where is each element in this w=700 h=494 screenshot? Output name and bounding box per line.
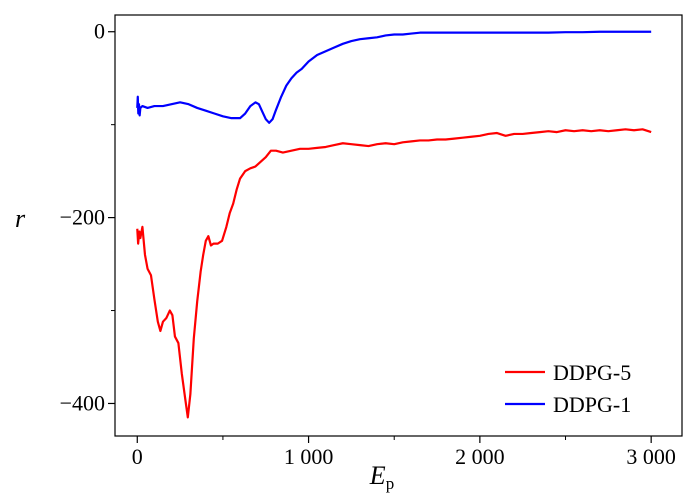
x-axis-label: Ep — [369, 461, 394, 493]
y-tick-label: 0 — [94, 19, 105, 44]
legend-label: DDPG-1 — [553, 392, 631, 417]
x-axis-label-subscript: p — [386, 474, 395, 493]
y-tick-label: −200 — [60, 205, 105, 230]
plot-frame — [114, 14, 683, 437]
series-layer — [136, 30, 652, 419]
y-axis-ticks: 0 −200 −400 — [60, 19, 115, 415]
y-axis-label: r — [15, 204, 26, 233]
y-tick-label: −400 — [60, 390, 105, 415]
series-line-ddpg-5 — [136, 128, 652, 419]
x-tick-label: 0 — [132, 444, 143, 469]
legend: DDPG-5 DDPG-1 — [505, 360, 631, 417]
x-axis-ticks: 0 1 000 2 000 3 000 — [132, 436, 676, 469]
x-tick-label: 3 000 — [626, 444, 676, 469]
legend-label: DDPG-5 — [553, 360, 631, 385]
x-axis-label-main: E — [369, 461, 386, 490]
x-tick-label: 1 000 — [284, 444, 334, 469]
x-tick-label: 2 000 — [455, 444, 505, 469]
series-line-ddpg-1 — [136, 30, 652, 124]
